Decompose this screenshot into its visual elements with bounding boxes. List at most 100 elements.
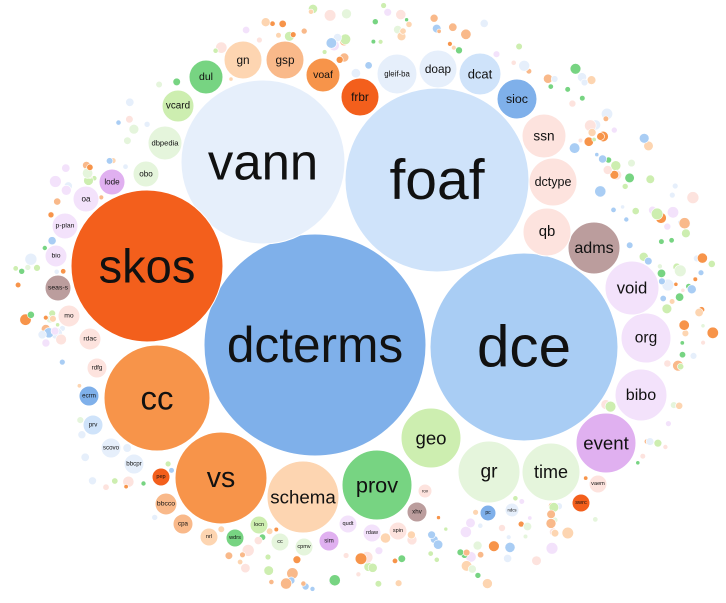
tiny-bubble[interactable] (474, 572, 482, 579)
tiny-bubble[interactable] (242, 25, 251, 34)
tiny-bubble[interactable] (547, 83, 554, 90)
bubble-circle[interactable] (604, 260, 660, 316)
tiny-bubble[interactable] (650, 207, 664, 220)
tiny-bubble[interactable] (583, 475, 589, 481)
tiny-bubble[interactable] (700, 340, 706, 346)
tiny-bubble[interactable] (518, 60, 531, 72)
bubble-dcat[interactable]: dcat (458, 52, 502, 96)
bubble-circle[interactable] (340, 77, 380, 117)
tiny-bubble[interactable] (405, 20, 413, 28)
tiny-bubble[interactable] (55, 322, 60, 328)
tiny-bubble[interactable] (436, 515, 441, 520)
tiny-bubble[interactable] (47, 236, 57, 246)
tiny-bubble[interactable] (681, 228, 691, 239)
bubble-voaf[interactable]: voaf (305, 57, 341, 93)
tiny-bubble[interactable] (407, 530, 416, 540)
bubble-circle[interactable] (265, 40, 305, 80)
tiny-bubble[interactable] (253, 536, 263, 545)
tiny-bubble[interactable] (59, 358, 66, 366)
tiny-bubble[interactable] (328, 574, 341, 587)
tiny-bubble[interactable] (479, 18, 489, 28)
bubble-circle[interactable] (44, 244, 68, 268)
bubble-dctype[interactable]: dctype (528, 157, 578, 207)
tiny-bubble[interactable] (237, 558, 244, 565)
bubble-bbcpr[interactable]: bbcpr (123, 453, 145, 475)
tiny-bubble[interactable] (522, 533, 529, 540)
tiny-bubble[interactable] (268, 579, 275, 585)
bubble-circle[interactable] (388, 521, 408, 541)
bubble-cc[interactable]: cc (103, 344, 211, 452)
tiny-bubble[interactable] (455, 46, 463, 55)
bubble-circle[interactable] (522, 207, 572, 257)
tiny-bubble[interactable] (391, 557, 398, 564)
bubble-gn[interactable]: gn (223, 40, 263, 80)
tiny-bubble[interactable] (37, 330, 47, 340)
tiny-bubble[interactable] (674, 264, 687, 277)
tiny-bubble[interactable] (472, 540, 483, 551)
tiny-bubble[interactable] (168, 467, 175, 474)
tiny-bubble[interactable] (477, 522, 484, 529)
tiny-bubble[interactable] (309, 586, 316, 592)
bubble-circle[interactable] (362, 523, 382, 543)
tiny-bubble[interactable] (462, 548, 471, 557)
tiny-bubble[interactable] (681, 329, 690, 337)
bubble-bio[interactable]: bio (44, 244, 68, 268)
tiny-bubble[interactable] (300, 580, 307, 587)
tiny-bubble[interactable] (374, 580, 383, 588)
tiny-bubble[interactable] (278, 19, 287, 28)
bubble-lode[interactable]: lode (98, 168, 126, 196)
tiny-bubble[interactable] (436, 28, 442, 34)
tiny-bubble[interactable] (212, 47, 219, 54)
tiny-bubble[interactable] (275, 32, 282, 39)
bubble-circle[interactable] (44, 274, 72, 302)
tiny-bubble[interactable] (503, 554, 512, 563)
tiny-bubble[interactable] (689, 352, 698, 360)
tiny-bubble[interactable] (76, 416, 85, 424)
tiny-bubble[interactable] (383, 8, 392, 17)
tiny-bubble[interactable] (370, 38, 377, 45)
tiny-bubble[interactable] (579, 95, 586, 102)
tiny-bubble[interactable] (506, 534, 512, 540)
bubble-skos[interactable]: skos (70, 189, 224, 343)
tiny-bubble[interactable] (680, 287, 686, 293)
tiny-bubble[interactable] (240, 563, 251, 574)
bubble-dbpedia[interactable]: dbpedia (147, 125, 183, 161)
tiny-bubble[interactable] (620, 204, 625, 210)
bubble-circle[interactable] (132, 160, 160, 188)
tiny-bubble[interactable] (367, 562, 378, 573)
tiny-bubble[interactable] (602, 165, 613, 175)
tiny-bubble[interactable] (638, 133, 650, 144)
tiny-bubble[interactable] (266, 527, 274, 535)
tiny-bubble[interactable] (673, 281, 679, 287)
bubble-dce[interactable]: dce (429, 252, 619, 442)
tiny-bubble[interactable] (404, 17, 409, 23)
tiny-bubble[interactable] (49, 315, 57, 323)
tiny-bubble[interactable] (18, 267, 26, 275)
tiny-bubble[interactable] (697, 269, 705, 276)
tiny-bubble[interactable] (308, 8, 314, 15)
tiny-bubble[interactable] (467, 564, 477, 574)
tiny-bubble[interactable] (697, 252, 708, 264)
bubble-circle[interactable] (249, 515, 269, 535)
tiny-bubble[interactable] (522, 521, 532, 531)
bubble-circle[interactable] (496, 78, 538, 120)
bubble-foaf[interactable]: foaf (344, 87, 530, 273)
bubble-oa[interactable]: oa (72, 185, 100, 213)
bubble-circle[interactable] (318, 530, 340, 552)
bubble-circle[interactable] (203, 233, 427, 457)
tiny-bubble[interactable] (465, 517, 476, 529)
bubble-vcard[interactable]: vcard (161, 89, 195, 123)
tiny-bubble[interactable] (292, 555, 302, 564)
bubble-circle[interactable] (614, 368, 668, 422)
tiny-bubble[interactable] (350, 68, 361, 79)
tiny-bubble[interactable] (550, 529, 560, 538)
tiny-bubble[interactable] (355, 571, 362, 578)
tiny-bubble[interactable] (561, 526, 574, 540)
tiny-bubble[interactable] (644, 257, 653, 266)
tiny-bubble[interactable] (115, 119, 122, 126)
bubble-spin[interactable]: spin (388, 521, 408, 541)
tiny-bubble[interactable] (269, 20, 276, 27)
bubble-circle[interactable] (341, 449, 413, 521)
tiny-bubble[interactable] (456, 548, 465, 556)
tiny-bubble[interactable] (668, 237, 675, 244)
